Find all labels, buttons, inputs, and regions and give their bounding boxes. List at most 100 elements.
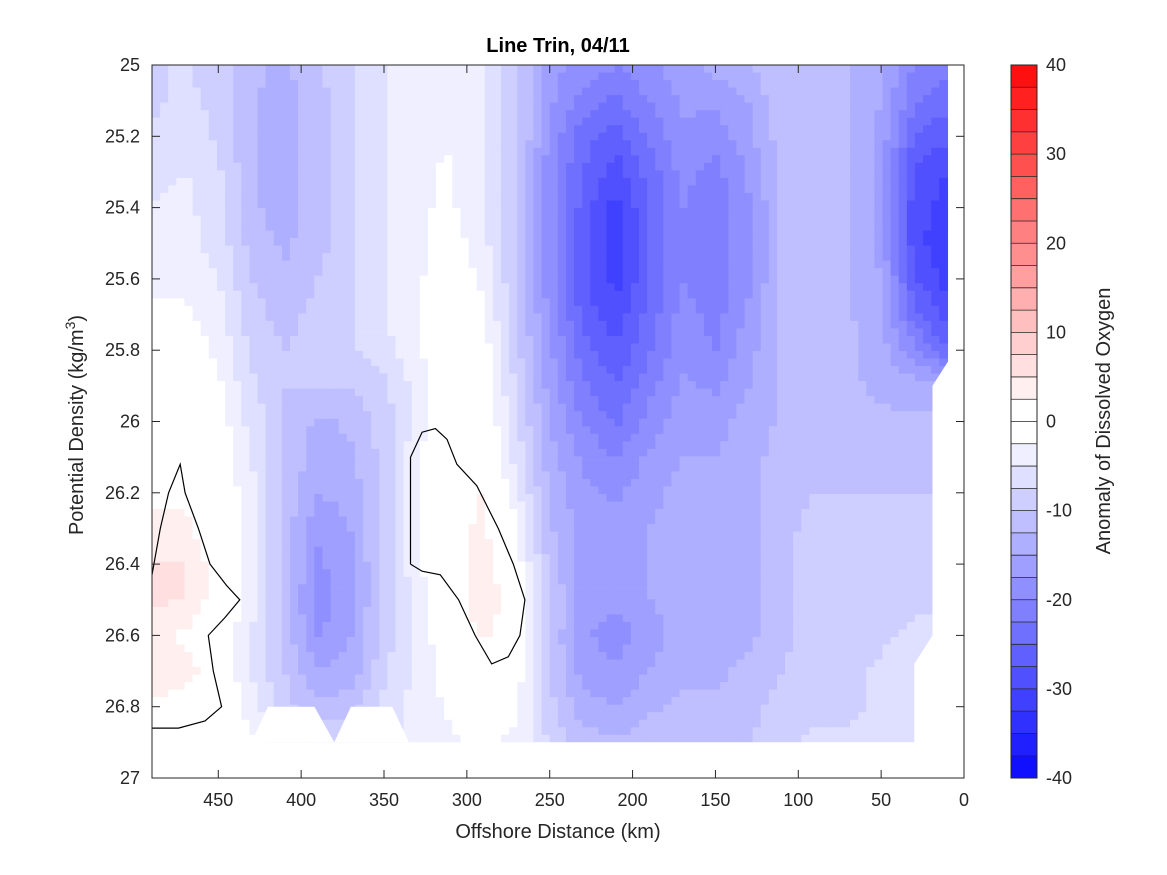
heatmap-cell bbox=[866, 117, 875, 126]
heatmap-cell bbox=[647, 396, 656, 405]
heatmap-cell bbox=[208, 335, 218, 345]
heatmap-cell bbox=[914, 177, 924, 187]
heatmap-cell bbox=[403, 366, 413, 375]
heatmap-cell bbox=[419, 65, 429, 74]
heatmap-cell bbox=[265, 215, 275, 224]
heatmap-cell bbox=[622, 411, 632, 420]
heatmap-cell bbox=[833, 268, 843, 277]
heatmap-cell bbox=[160, 328, 169, 337]
heatmap-cell bbox=[606, 110, 616, 119]
heatmap-cell bbox=[752, 388, 762, 397]
heatmap-cell bbox=[411, 260, 421, 269]
heatmap-cell bbox=[655, 283, 664, 292]
heatmap-cell bbox=[606, 147, 616, 156]
heatmap-cell bbox=[639, 185, 648, 194]
heatmap-cell bbox=[322, 132, 332, 141]
heatmap-cell bbox=[630, 396, 640, 405]
heatmap-cell bbox=[249, 125, 259, 134]
heatmap-cell bbox=[281, 313, 291, 322]
heatmap-cell bbox=[703, 162, 713, 171]
heatmap-cell bbox=[525, 102, 535, 111]
heatmap-cell bbox=[833, 215, 843, 224]
heatmap-cell bbox=[557, 65, 567, 74]
heatmap-cell bbox=[712, 72, 721, 81]
heatmap-cell bbox=[939, 275, 949, 284]
heatmap-cell bbox=[184, 95, 194, 104]
heatmap-cell bbox=[403, 305, 413, 314]
heatmap-cell bbox=[338, 177, 348, 187]
heatmap-cell bbox=[614, 343, 624, 352]
heatmap-cell bbox=[298, 223, 307, 232]
heatmap-cell bbox=[695, 238, 705, 247]
heatmap-cell bbox=[809, 95, 819, 104]
heatmap-cell bbox=[273, 65, 283, 74]
heatmap-cell bbox=[387, 388, 397, 397]
heatmap-cell bbox=[371, 290, 380, 299]
heatmap-cell bbox=[216, 132, 226, 141]
heatmap-cell bbox=[768, 396, 778, 405]
heatmap-cell bbox=[192, 366, 202, 375]
heatmap-cell bbox=[354, 426, 364, 435]
heatmap-cell bbox=[501, 298, 510, 307]
heatmap-cell bbox=[484, 275, 494, 284]
heatmap-cell bbox=[395, 298, 405, 307]
heatmap-cell bbox=[484, 208, 494, 217]
heatmap-cell bbox=[168, 290, 177, 299]
heatmap-cell bbox=[152, 268, 161, 277]
heatmap-cell bbox=[647, 366, 656, 375]
heatmap-cell bbox=[354, 396, 364, 405]
heatmap-cell bbox=[379, 253, 388, 262]
heatmap-cell bbox=[752, 208, 762, 217]
heatmap-cell bbox=[192, 388, 202, 397]
heatmap-cell bbox=[200, 132, 210, 141]
heatmap-cell bbox=[622, 185, 632, 194]
heatmap-cell bbox=[639, 102, 648, 111]
heatmap-cell bbox=[273, 275, 283, 284]
heatmap-cell bbox=[695, 185, 705, 194]
heatmap-cell bbox=[484, 102, 494, 111]
heatmap-cell bbox=[208, 80, 218, 89]
heatmap-cell bbox=[468, 110, 478, 119]
heatmap-cell bbox=[468, 95, 478, 104]
heatmap-cell bbox=[858, 350, 867, 360]
heatmap-cell bbox=[160, 95, 169, 104]
heatmap-cell bbox=[582, 403, 591, 412]
heatmap-cell bbox=[436, 283, 445, 292]
heatmap-cell bbox=[565, 253, 575, 262]
heatmap-cell bbox=[630, 80, 640, 89]
heatmap-cell bbox=[330, 238, 340, 247]
heatmap-cell bbox=[484, 95, 494, 104]
heatmap-cell bbox=[931, 170, 940, 179]
heatmap-cell bbox=[346, 328, 356, 337]
heatmap-cell bbox=[298, 388, 307, 397]
heatmap-cell bbox=[176, 95, 186, 104]
heatmap-cell bbox=[663, 117, 673, 126]
heatmap-cell bbox=[468, 350, 478, 360]
heatmap-cell bbox=[314, 426, 324, 435]
heatmap-cell bbox=[241, 155, 250, 164]
heatmap-cell bbox=[411, 200, 421, 209]
heatmap-cell bbox=[574, 185, 583, 194]
heatmap-cell bbox=[882, 155, 892, 164]
heatmap-cell bbox=[671, 72, 681, 81]
heatmap-cell bbox=[225, 230, 234, 239]
heatmap-cell bbox=[501, 230, 510, 239]
heatmap-cell bbox=[289, 95, 299, 104]
heatmap-cell bbox=[768, 245, 778, 254]
heatmap-cell bbox=[419, 426, 429, 435]
heatmap-cell bbox=[850, 200, 859, 209]
heatmap-cell bbox=[728, 200, 737, 209]
heatmap-cell bbox=[744, 177, 754, 187]
heatmap-cell bbox=[233, 290, 242, 299]
heatmap-cell bbox=[509, 192, 518, 202]
heatmap-cell bbox=[403, 72, 413, 81]
heatmap-cell bbox=[541, 418, 551, 427]
heatmap-cell bbox=[501, 200, 510, 209]
heatmap-cell bbox=[939, 117, 949, 126]
heatmap-cell bbox=[655, 350, 664, 360]
heatmap-cell bbox=[306, 426, 315, 435]
heatmap-cell bbox=[622, 80, 632, 89]
heatmap-cell bbox=[363, 426, 372, 435]
heatmap-cell bbox=[281, 140, 291, 149]
heatmap-cell bbox=[330, 426, 340, 435]
